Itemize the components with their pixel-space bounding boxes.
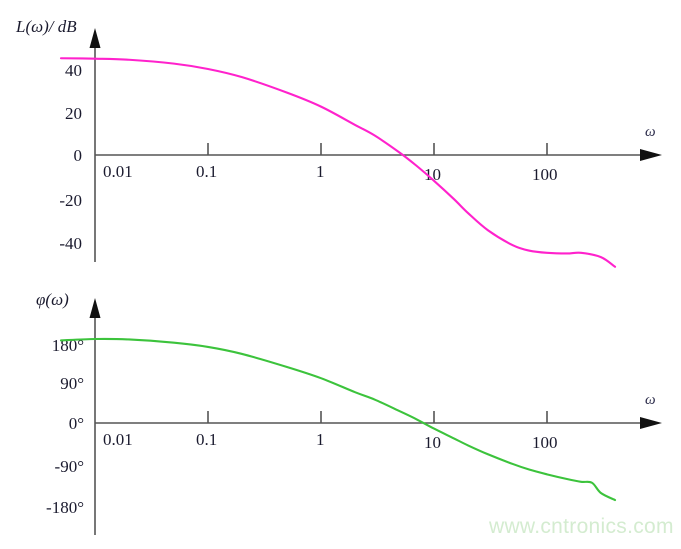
- magnitude-axis-title: L(ω)/ dB: [15, 17, 77, 36]
- magnitude-plot-group: L(ω)/ dB ω 40 20 0 -20 -40 0.01 0.1 1 10…: [15, 17, 662, 268]
- phase-ytick-label-90: 90°: [60, 374, 84, 393]
- phase-xtick-label-100: 100: [532, 433, 558, 452]
- magnitude-ytick-label-20: 20: [65, 104, 82, 123]
- phase-ytick-label-0: 0°: [69, 414, 84, 433]
- phase-x-axis-label: ω: [645, 392, 656, 408]
- phase-plot-group: φ(ω) ω 180° 90° 0° -90° -180° 0.01 0.1 1…: [36, 290, 662, 535]
- phase-y-axis-arrow-icon: [89, 298, 101, 318]
- magnitude-x-axis-label: ω: [645, 124, 656, 140]
- phase-ytick-label-neg180: -180°: [46, 498, 84, 517]
- phase-ytick-label-180: 180°: [52, 336, 84, 355]
- magnitude-ytick-label-0: 0: [74, 146, 83, 165]
- magnitude-ytick-label-neg20: -20: [59, 191, 82, 210]
- magnitude-response-curve: [59, 57, 617, 268]
- magnitude-ytick-label-neg40: -40: [59, 234, 82, 253]
- phase-xtick-label-1: 1: [316, 430, 325, 449]
- phase-response-curve: [59, 337, 617, 502]
- magnitude-y-axis-arrow-icon: [89, 28, 101, 48]
- magnitude-xtick-label-1: 1: [316, 162, 325, 181]
- phase-xtick-label-001: 0.01: [103, 430, 133, 449]
- phase-xtick-label-01: 0.1: [196, 430, 217, 449]
- phase-xtick-label-10: 10: [424, 433, 441, 452]
- phase-x-axis-arrow-icon: [640, 417, 662, 429]
- phase-axis-title: φ(ω): [36, 290, 69, 309]
- watermark-text: www.cntronics.com: [488, 515, 674, 538]
- magnitude-xtick-label-001: 0.01: [103, 162, 133, 181]
- magnitude-x-axis-arrow-icon: [640, 149, 662, 161]
- magnitude-ytick-label-40: 40: [65, 61, 82, 80]
- magnitude-xtick-label-100: 100: [532, 165, 558, 184]
- magnitude-xtick-label-01: 0.1: [196, 162, 217, 181]
- phase-ytick-label-neg90: -90°: [55, 457, 84, 476]
- magnitude-xtick-label-10: 10: [424, 165, 441, 184]
